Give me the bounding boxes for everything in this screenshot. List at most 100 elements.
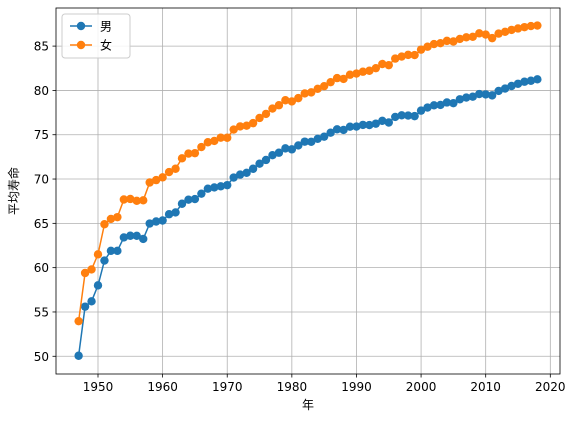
data-point: [397, 111, 406, 120]
data-point: [235, 122, 245, 131]
data-point: [436, 38, 445, 48]
data-point: [352, 69, 361, 78]
data-point: [313, 84, 322, 94]
data-point: [403, 50, 413, 60]
data-point: [358, 67, 368, 76]
data-point: [203, 138, 213, 147]
data-point: [371, 63, 381, 73]
data-point: [326, 128, 335, 137]
data-point: [403, 111, 413, 120]
data-point: [442, 98, 452, 107]
data-point: [449, 98, 458, 108]
x-tick-label: 1950: [83, 380, 114, 394]
data-point: [261, 155, 271, 165]
data-point: [429, 101, 439, 110]
data-point: [74, 316, 83, 326]
data-point: [119, 195, 129, 204]
data-point: [287, 97, 297, 106]
data-point: [126, 194, 135, 204]
data-point: [119, 233, 129, 242]
data-point: [177, 154, 187, 163]
legend-marker: [76, 40, 86, 50]
data-point: [384, 60, 393, 70]
data-point: [487, 91, 497, 100]
data-point: [313, 134, 322, 143]
data-point: [507, 81, 516, 91]
data-point: [455, 95, 465, 104]
data-point: [487, 33, 497, 43]
data-point: [87, 265, 96, 274]
legend-label: 女: [100, 38, 112, 53]
data-point: [352, 122, 361, 131]
data-point: [339, 74, 348, 84]
legend: 男女: [61, 13, 131, 59]
data-point: [171, 164, 180, 173]
data-point: [190, 148, 200, 158]
data-point: [145, 219, 154, 228]
data-point: [106, 246, 116, 256]
data-point: [281, 144, 290, 153]
x-tick-label: 1990: [341, 380, 372, 394]
data-point: [248, 164, 258, 173]
data-point: [93, 250, 103, 259]
data-point: [100, 220, 109, 229]
data-point: [74, 351, 83, 360]
data-point: [339, 125, 348, 135]
data-point: [526, 76, 536, 85]
data-point: [319, 132, 329, 141]
data-point: [397, 52, 406, 61]
data-point: [494, 86, 503, 96]
legend-box: [61, 13, 131, 59]
data-point: [371, 119, 381, 128]
data-point: [307, 137, 316, 147]
x-tick-label: 1960: [147, 380, 178, 394]
data-point: [319, 81, 329, 91]
x-tick-label: 1980: [277, 380, 308, 394]
data-point: [151, 175, 161, 185]
data-point: [481, 30, 490, 39]
data-point: [475, 89, 484, 99]
data-point: [423, 42, 432, 51]
data-point: [500, 84, 510, 93]
data-point: [481, 90, 490, 99]
data-point: [533, 75, 542, 84]
data-point: [281, 96, 290, 105]
legend-label: 男: [100, 20, 112, 34]
data-point: [410, 111, 419, 121]
data-point: [416, 106, 426, 115]
x-tick-label: 2010: [470, 380, 501, 394]
data-point: [274, 101, 284, 110]
data-point: [216, 182, 225, 191]
data-point: [203, 184, 213, 193]
data-point: [326, 77, 335, 87]
y-tick-label: 70: [34, 173, 49, 187]
data-point: [365, 66, 374, 75]
plot-frame: [55, 7, 561, 375]
y-tick-label: 60: [34, 261, 49, 275]
data-point: [171, 208, 180, 217]
data-point: [513, 79, 523, 88]
y-tick-label: 80: [34, 84, 49, 98]
data-point: [410, 50, 419, 60]
data-point: [184, 195, 193, 204]
data-point: [229, 125, 238, 134]
data-point: [416, 45, 426, 54]
data-point: [507, 25, 516, 35]
data-point: [139, 234, 148, 244]
data-point: [345, 122, 355, 131]
data-point: [164, 167, 174, 177]
y-tick-label: 85: [34, 40, 49, 54]
series-layer: [74, 21, 542, 360]
data-point: [429, 39, 439, 49]
data-point: [520, 22, 529, 32]
data-point: [423, 103, 432, 112]
data-point: [526, 21, 536, 31]
legend-marker: [76, 21, 86, 31]
data-point: [126, 231, 135, 240]
data-point: [151, 217, 161, 226]
y-axis-label: 平均寿命: [6, 167, 21, 215]
data-point: [332, 73, 342, 83]
data-point: [242, 121, 251, 130]
data-point: [216, 133, 225, 142]
